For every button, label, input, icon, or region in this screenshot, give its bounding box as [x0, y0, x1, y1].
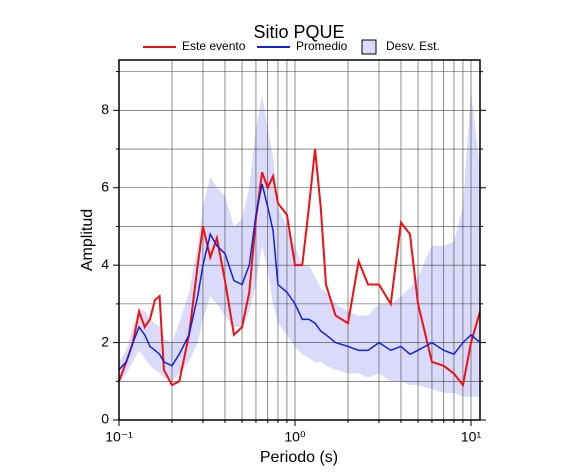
y-tick-label: 0 — [101, 411, 109, 427]
y-tick-label: 8 — [101, 101, 109, 117]
legend-label: Promedio — [296, 39, 348, 53]
plot-frame — [118, 59, 481, 421]
legend-label: Este evento — [182, 39, 246, 53]
y-axis-label: Amplitud — [79, 209, 96, 271]
std-band — [119, 90, 480, 397]
series-line — [118, 148, 481, 388]
legend-label: Desv. Est. — [386, 39, 440, 53]
x-tick-label: 10¹ — [461, 429, 482, 445]
y-tick-label: 6 — [101, 178, 109, 194]
legend-swatch — [361, 39, 377, 55]
x-tick-label: 10⁰ — [284, 429, 306, 445]
y-tick-label: 4 — [101, 256, 109, 272]
x-tick-label: 10⁻¹ — [105, 429, 133, 445]
series-line — [118, 183, 481, 371]
y-tick-label: 2 — [101, 333, 109, 349]
x-axis-label: Periodo (s) — [260, 449, 338, 466]
chart-title: Sitio PQUE — [253, 22, 344, 42]
